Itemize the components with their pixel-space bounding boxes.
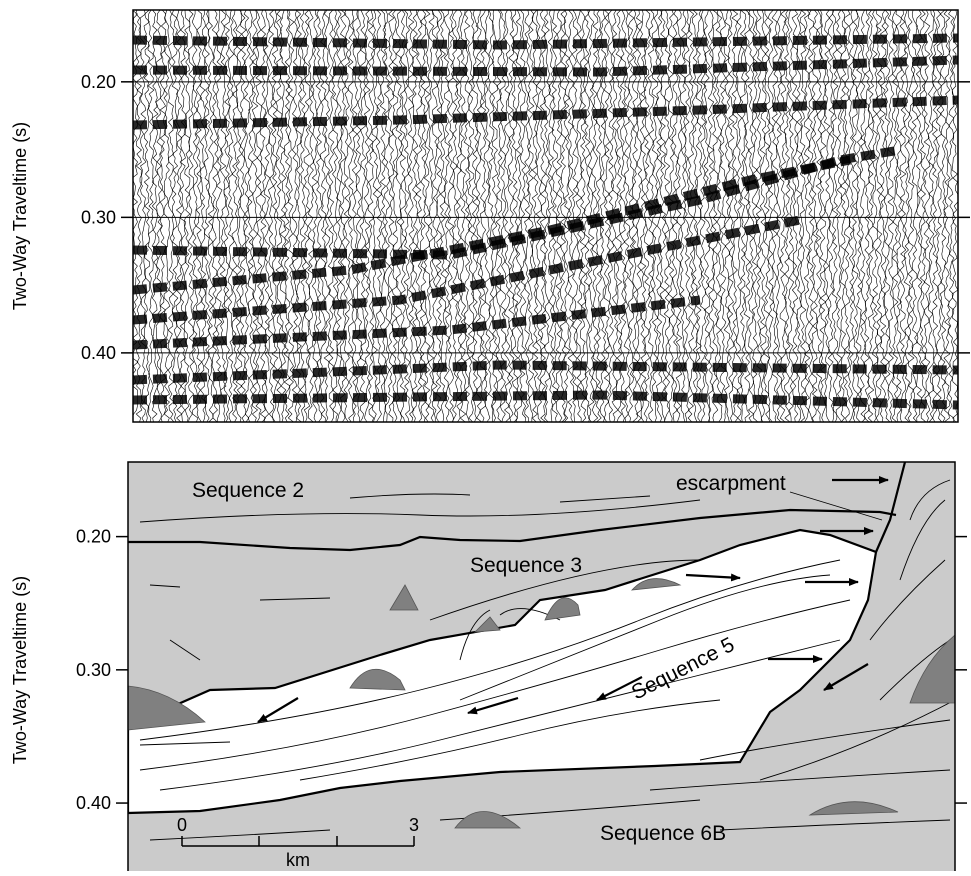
reflector xyxy=(133,360,958,385)
reflector xyxy=(133,155,851,295)
sequence-label: Sequence 2 xyxy=(192,479,304,502)
sequence-label: Sequence 3 xyxy=(470,554,582,577)
reflector xyxy=(133,33,958,50)
interpretation xyxy=(128,462,955,871)
sequence-label: Sequence 6B xyxy=(600,822,726,845)
reflector xyxy=(133,295,701,350)
reflector xyxy=(133,215,801,325)
y-tick-label: 0.40 xyxy=(81,343,116,363)
reflector xyxy=(133,390,958,410)
reflector xyxy=(133,145,901,260)
panel-frame xyxy=(132,9,959,423)
y-tick-label: 0.40 xyxy=(76,793,111,813)
scale-label: 3 xyxy=(409,815,419,835)
reflector xyxy=(133,95,958,130)
escarpment-label: escarpment xyxy=(676,472,786,495)
scale-bar xyxy=(181,836,415,847)
reflector xyxy=(133,55,958,77)
scale-label: 0 xyxy=(177,815,187,835)
scale-unit: km xyxy=(286,850,310,870)
y-tick-label: 0.20 xyxy=(76,527,111,547)
y-tick-label: 0.20 xyxy=(81,72,116,92)
panel-frame xyxy=(127,461,956,876)
y-axis-label: Two-Way Traveltime (s) xyxy=(10,122,30,310)
y-tick-label: 0.30 xyxy=(81,207,116,227)
y-tick-label: 0.30 xyxy=(76,660,111,680)
y-axis-label: Two-Way Traveltime (s) xyxy=(10,576,30,764)
seismic-section xyxy=(133,10,958,422)
